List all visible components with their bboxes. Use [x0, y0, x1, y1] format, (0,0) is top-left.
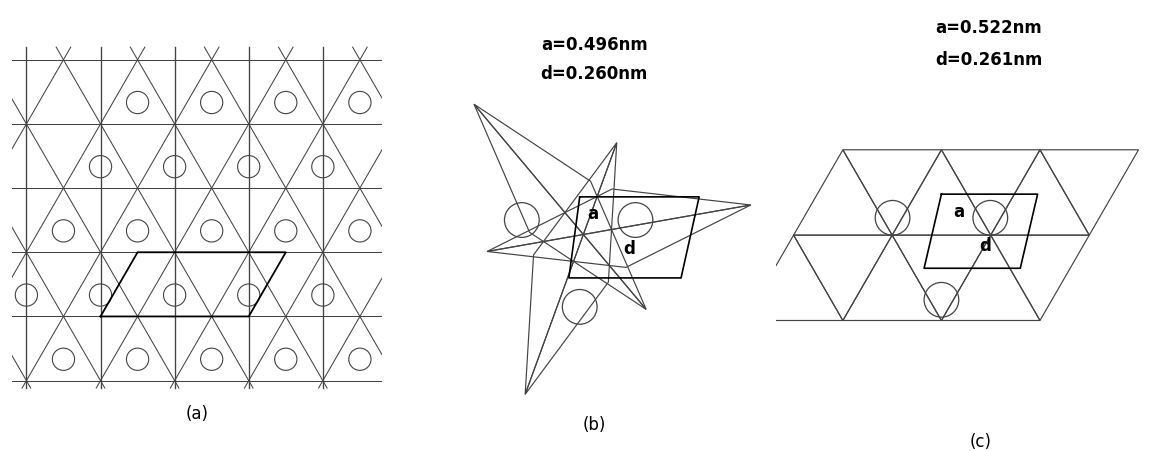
Text: a=0.522nm: a=0.522nm: [936, 19, 1042, 37]
Text: a: a: [587, 204, 598, 222]
Text: d: d: [623, 239, 635, 257]
Text: a: a: [953, 203, 965, 221]
Text: (c): (c): [970, 433, 992, 450]
Text: (b): (b): [582, 415, 606, 433]
Text: a=0.496nm: a=0.496nm: [541, 37, 647, 55]
Text: (a): (a): [185, 405, 208, 423]
Text: d=0.261nm: d=0.261nm: [935, 51, 1042, 69]
Text: d: d: [980, 236, 991, 254]
Text: d=0.260nm: d=0.260nm: [541, 65, 647, 83]
